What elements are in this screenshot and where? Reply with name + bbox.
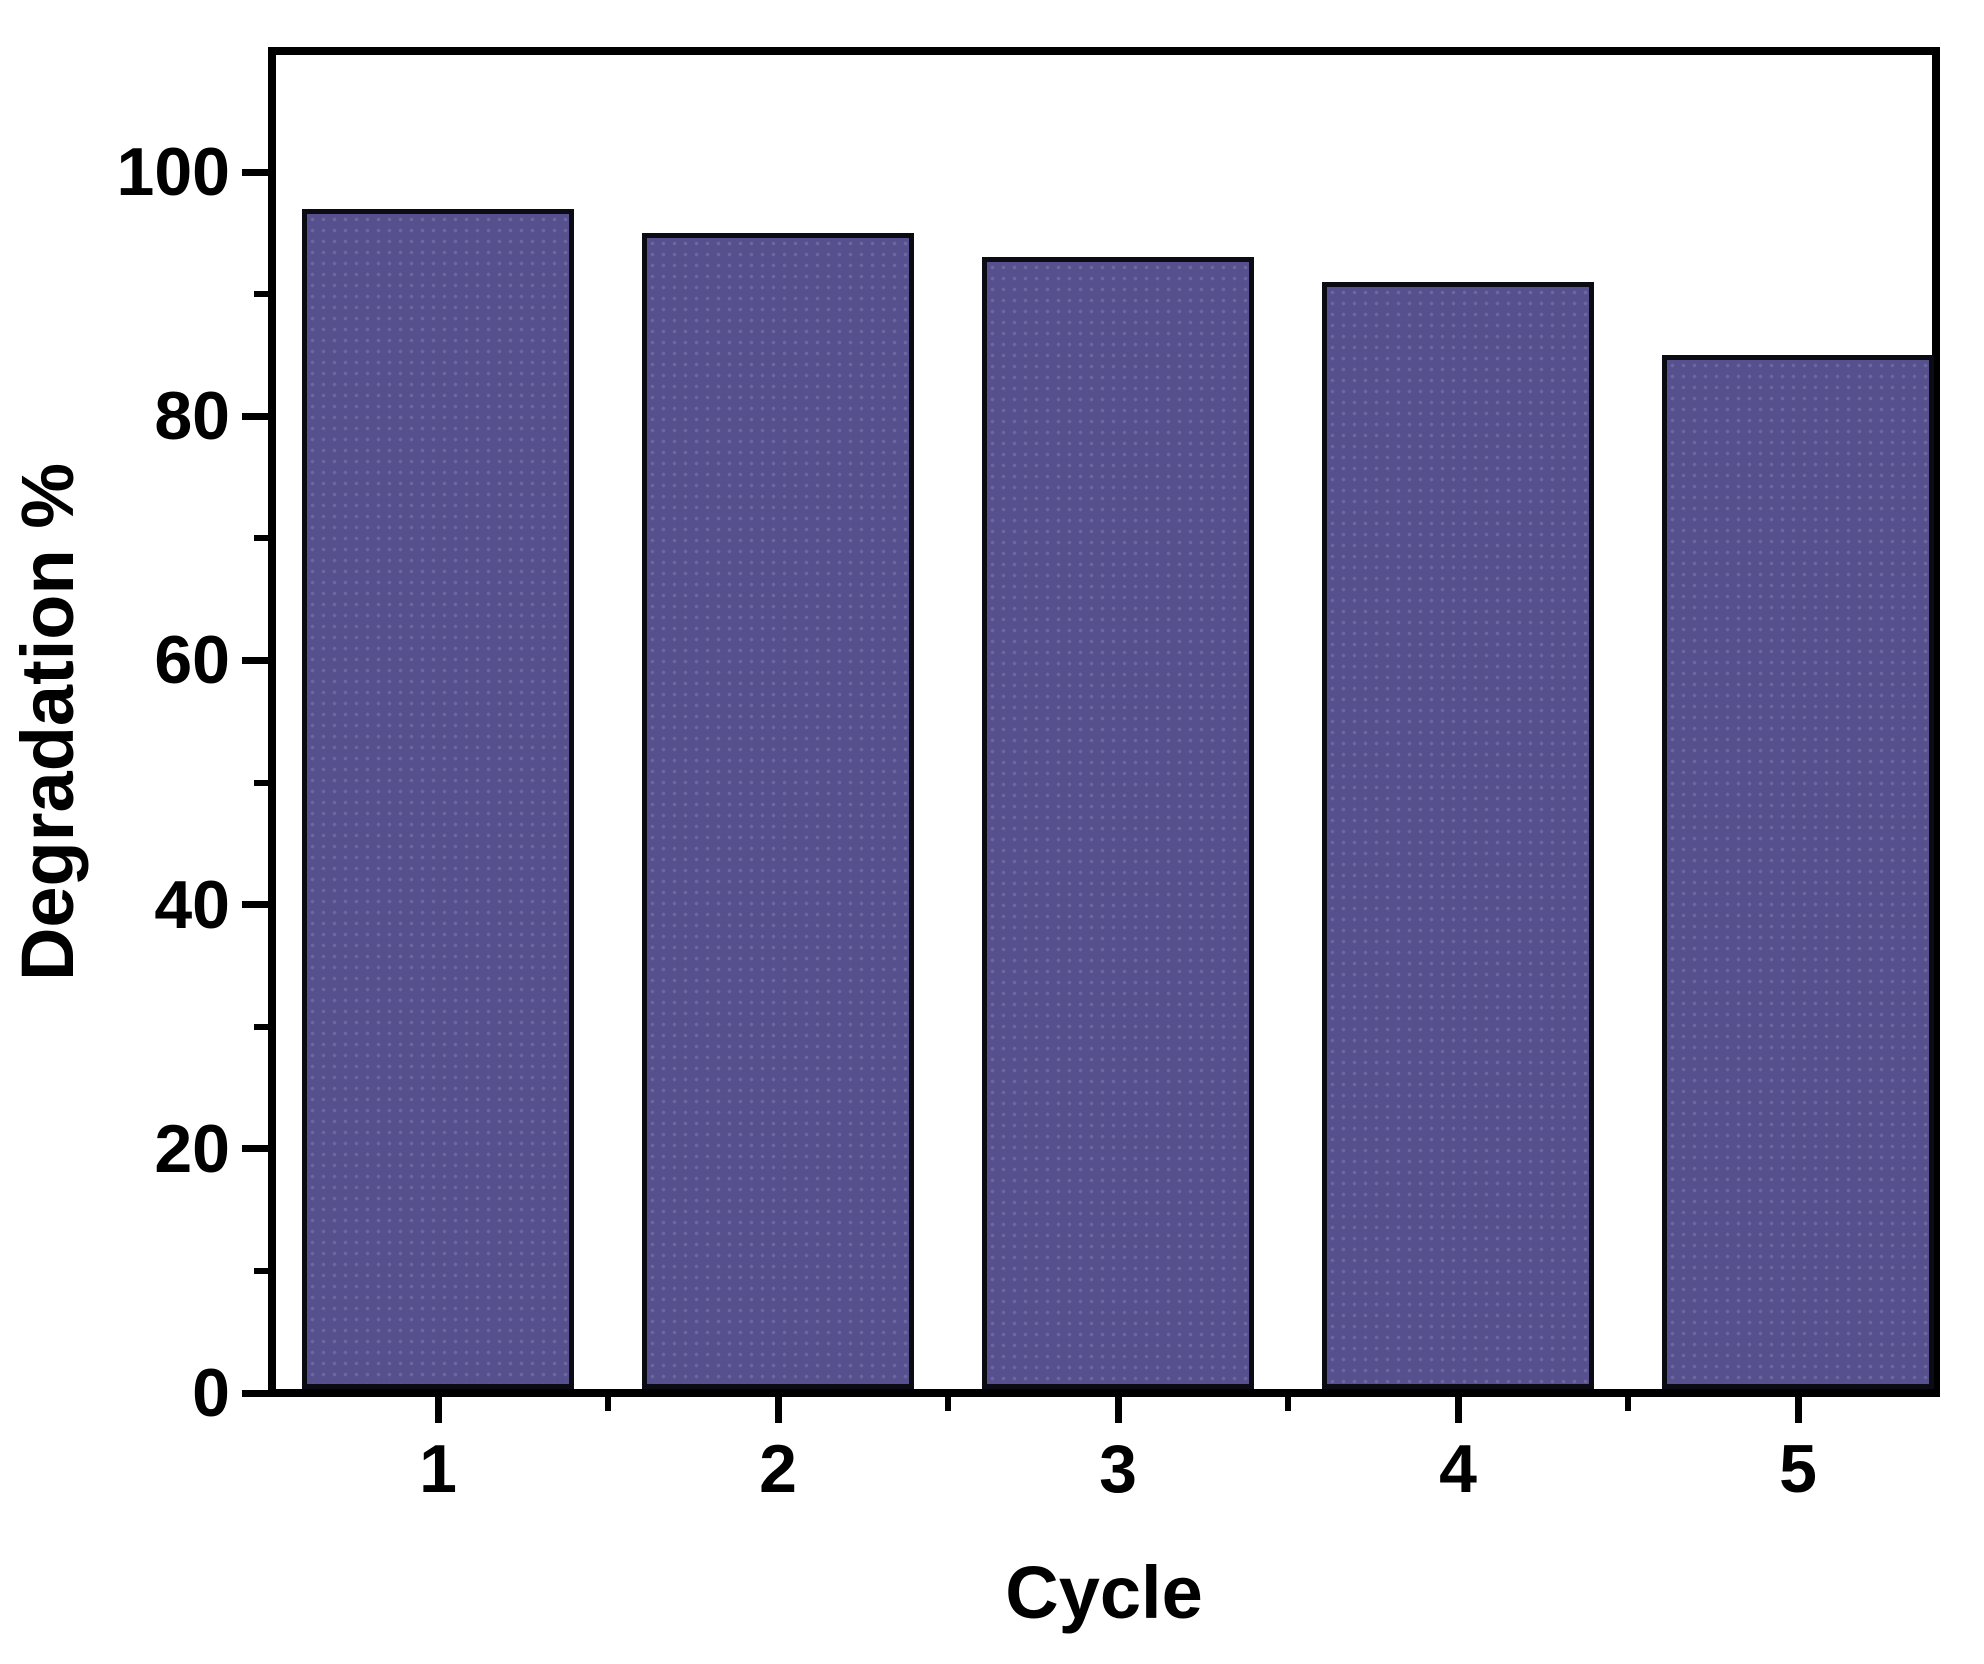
x-major-tick [774, 1397, 782, 1423]
x-major-tick [1454, 1397, 1462, 1423]
y-tick-label: 40 [154, 866, 230, 943]
y-major-tick [242, 1145, 268, 1153]
bar-cycle-1 [302, 209, 574, 1389]
y-minor-tick [254, 1267, 268, 1274]
y-major-tick [242, 412, 268, 420]
y-tick-label: 0 [192, 1355, 230, 1431]
x-minor-tick [1285, 1397, 1291, 1411]
y-major-tick [242, 901, 268, 909]
x-minor-tick [1625, 1397, 1631, 1411]
x-tick-label: 4 [1439, 1431, 1477, 1507]
y-minor-tick [254, 535, 268, 542]
y-tick-label: 60 [154, 622, 230, 699]
y-tick-label: 80 [154, 378, 230, 455]
y-tick-label: 100 [116, 134, 230, 210]
y-tick-label: 20 [154, 1110, 230, 1187]
y-major-tick [242, 168, 268, 176]
x-major-tick [434, 1397, 442, 1423]
x-minor-tick [945, 1397, 951, 1411]
bar-cycle-4 [1322, 282, 1594, 1389]
x-axis-title: Cycle [1005, 1551, 1203, 1634]
x-tick-label: 1 [419, 1431, 457, 1507]
plot-area [268, 47, 1940, 1397]
x-major-tick [1794, 1397, 1802, 1423]
x-major-tick [1114, 1397, 1122, 1423]
x-tick-label: 3 [1099, 1431, 1137, 1507]
y-minor-tick [254, 779, 268, 786]
y-major-tick [242, 656, 268, 664]
bar-cycle-2 [642, 233, 914, 1389]
y-minor-tick [254, 1023, 268, 1030]
bar-cycle-3 [982, 257, 1254, 1389]
y-minor-tick [254, 291, 268, 298]
bar-cycle-5 [1662, 355, 1934, 1389]
x-minor-tick [605, 1397, 611, 1411]
x-tick-label: 5 [1779, 1431, 1817, 1507]
x-tick-label: 2 [759, 1431, 797, 1507]
y-major-tick [242, 1389, 268, 1397]
